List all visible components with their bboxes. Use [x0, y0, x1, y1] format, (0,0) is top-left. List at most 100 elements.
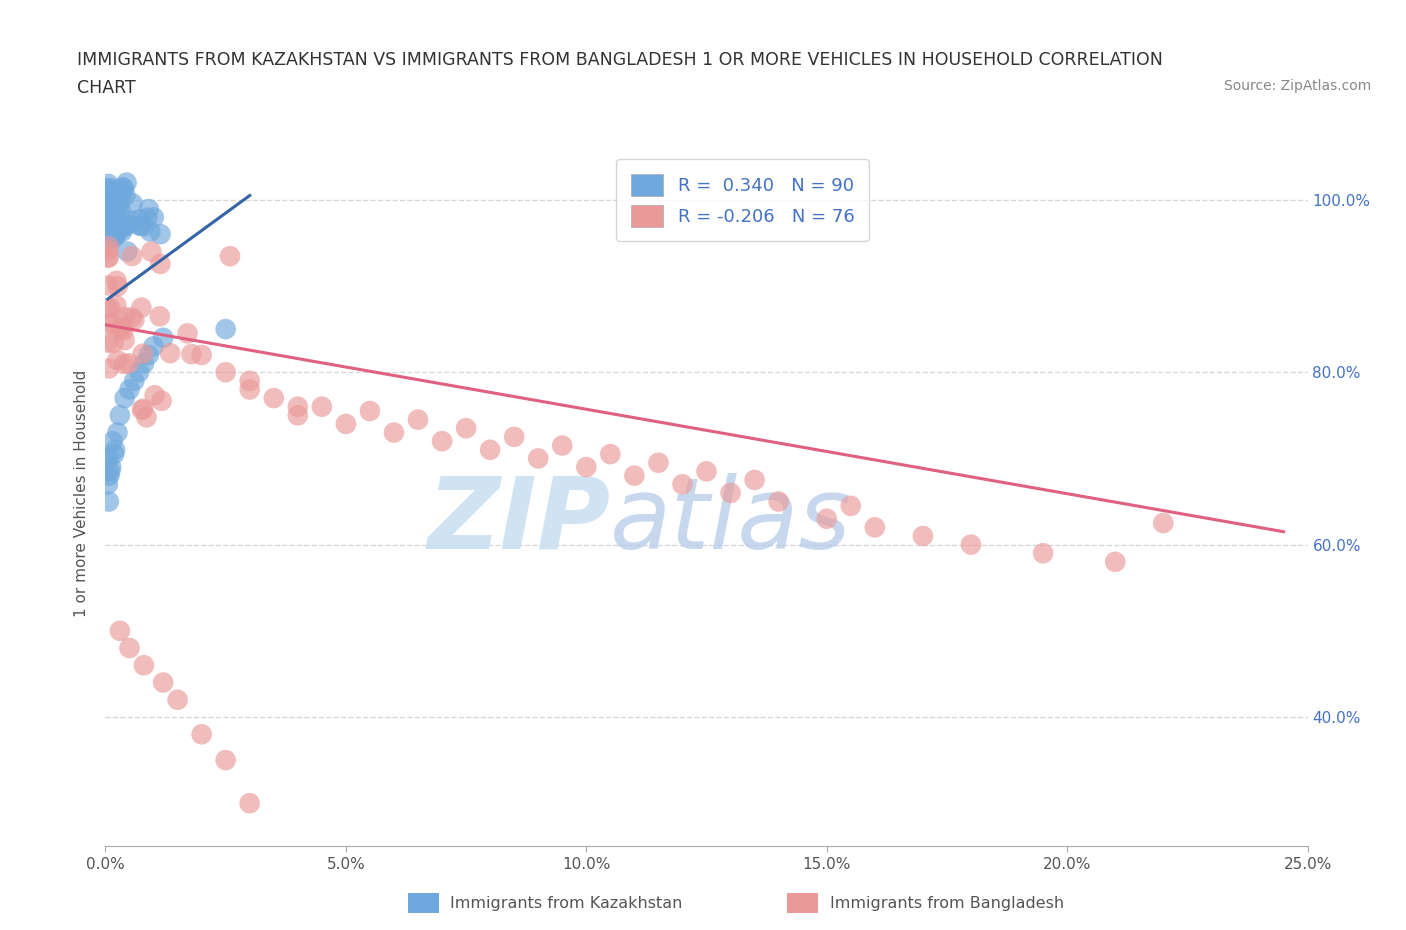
Point [1152, 515, 1174, 530]
Text: CHART: CHART [77, 79, 136, 97]
Point [98, 361, 121, 376]
Point [190, 348, 212, 363]
Point [671, 477, 693, 492]
Point [839, 498, 862, 513]
Point [101, 219, 124, 233]
Point [112, 323, 135, 338]
Point [101, 183, 124, 198]
Point [111, 179, 134, 194]
Point [103, 203, 125, 218]
Text: Immigrants from Bangladesh: Immigrants from Bangladesh [830, 896, 1064, 910]
Point [108, 623, 131, 638]
Point [104, 443, 127, 458]
Point [97, 451, 120, 466]
Point [98, 215, 121, 230]
Point [176, 326, 198, 340]
Point [100, 459, 122, 474]
Point [96, 206, 118, 220]
Point [136, 210, 159, 225]
Point [720, 485, 742, 500]
Point [150, 393, 173, 408]
Point [960, 538, 983, 552]
Point [107, 279, 129, 294]
Point [214, 322, 236, 337]
Point [100, 192, 122, 206]
Point [141, 245, 163, 259]
Point [287, 408, 309, 423]
Point [107, 425, 129, 440]
Point [1104, 554, 1126, 569]
Point [104, 209, 127, 224]
Point [96, 216, 118, 231]
Point [149, 309, 172, 324]
Point [105, 219, 128, 234]
Point [101, 433, 124, 448]
Point [97, 197, 120, 212]
Point [149, 257, 172, 272]
Point [100, 315, 122, 330]
Point [124, 312, 146, 327]
Point [287, 399, 309, 414]
Point [97, 477, 120, 492]
Point [131, 403, 153, 418]
Point [97, 494, 120, 509]
Point [129, 219, 152, 233]
Point [114, 333, 136, 348]
Point [98, 193, 121, 207]
Point [100, 316, 122, 331]
Point [551, 438, 574, 453]
Point [166, 692, 188, 707]
Point [115, 175, 138, 190]
Point [103, 212, 125, 227]
Point [98, 180, 121, 195]
Point [121, 196, 143, 211]
Point [135, 410, 157, 425]
Point [503, 430, 526, 445]
Point [100, 300, 122, 315]
Point [138, 202, 160, 217]
Point [121, 248, 143, 263]
Point [132, 658, 155, 672]
Point [98, 468, 121, 483]
Point [97, 301, 120, 316]
Point [98, 464, 121, 479]
Point [114, 189, 136, 204]
Point [101, 207, 124, 222]
Point [105, 352, 128, 367]
Y-axis label: 1 or more Vehicles in Household: 1 or more Vehicles in Household [75, 369, 90, 617]
Point [575, 459, 598, 474]
Text: Immigrants from Kazakhstan: Immigrants from Kazakhstan [450, 896, 682, 910]
Point [131, 300, 153, 315]
Point [647, 456, 669, 471]
Point [96, 212, 118, 227]
Point [118, 641, 141, 656]
Point [696, 464, 718, 479]
Point [121, 213, 143, 228]
Point [114, 219, 136, 233]
Point [128, 365, 150, 379]
Point [239, 796, 262, 811]
Text: ZIP: ZIP [427, 472, 610, 570]
Point [152, 330, 174, 345]
Point [98, 212, 121, 227]
Point [335, 417, 357, 432]
Point [124, 374, 146, 389]
Point [101, 232, 124, 246]
Point [110, 321, 132, 336]
Point [97, 278, 120, 293]
Point [104, 196, 127, 211]
Point [129, 218, 152, 232]
Point [406, 412, 429, 427]
Point [104, 229, 127, 244]
Point [454, 420, 477, 435]
Point [112, 218, 135, 232]
Point [101, 229, 124, 244]
Point [96, 180, 118, 195]
Point [110, 318, 132, 333]
Point [132, 402, 155, 417]
Point [180, 347, 202, 362]
Point [104, 229, 127, 244]
Point [110, 203, 132, 218]
Point [815, 512, 838, 526]
Point [96, 236, 118, 251]
